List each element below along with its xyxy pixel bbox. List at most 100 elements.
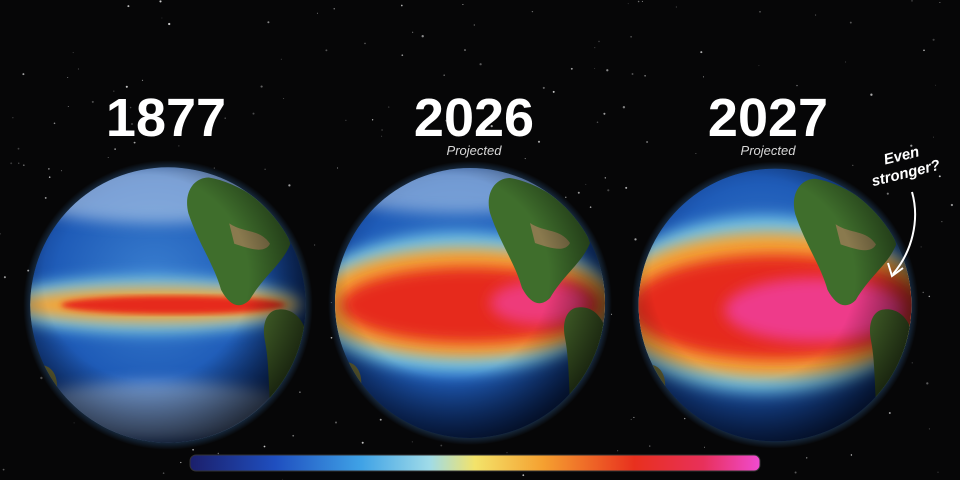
star	[168, 22, 171, 26]
star	[522, 474, 525, 477]
star	[387, 106, 390, 108]
star	[634, 238, 637, 241]
star	[627, 3, 629, 5]
star	[514, 133, 517, 135]
star	[585, 183, 587, 185]
star	[381, 135, 383, 137]
star	[67, 105, 69, 108]
star	[920, 246, 922, 248]
year: 1877	[106, 88, 226, 148]
star	[224, 117, 226, 119]
star	[335, 421, 337, 424]
star	[162, 472, 165, 474]
star	[252, 112, 255, 115]
star	[695, 153, 697, 155]
star	[48, 168, 50, 170]
star	[625, 186, 628, 189]
star	[217, 452, 219, 455]
star	[440, 444, 443, 447]
star	[758, 65, 760, 67]
star	[17, 147, 20, 150]
star	[928, 295, 931, 298]
star	[500, 106, 502, 108]
star	[180, 461, 182, 464]
star	[53, 122, 56, 125]
star	[490, 125, 493, 128]
star	[630, 36, 632, 38]
star	[316, 12, 318, 14]
star	[440, 109, 442, 111]
star	[288, 184, 291, 187]
star	[796, 84, 798, 87]
star	[263, 445, 266, 448]
star	[598, 40, 600, 43]
star	[361, 441, 364, 444]
star	[337, 167, 339, 169]
star	[622, 106, 626, 109]
star	[3, 276, 6, 279]
star	[333, 8, 335, 10]
arrow-head	[887, 262, 904, 278]
star	[462, 3, 464, 6]
star	[607, 189, 610, 192]
star	[938, 175, 941, 178]
star	[421, 35, 424, 38]
star	[2, 468, 5, 471]
star	[700, 51, 703, 54]
star	[464, 119, 467, 122]
star	[506, 452, 508, 454]
star	[916, 155, 918, 157]
star	[10, 162, 13, 165]
star	[849, 21, 852, 24]
projected-note: Projected	[741, 143, 797, 158]
star	[759, 11, 761, 13]
star	[364, 42, 366, 45]
star	[702, 76, 705, 78]
star	[345, 119, 347, 121]
star	[937, 471, 939, 473]
star	[473, 24, 475, 26]
star	[570, 67, 573, 70]
star	[125, 85, 128, 88]
star	[641, 0, 643, 2]
star	[159, 0, 162, 3]
star	[675, 6, 677, 8]
globe	[328, 161, 612, 445]
star	[845, 61, 847, 63]
star	[805, 457, 808, 459]
star	[703, 446, 705, 448]
star	[292, 434, 295, 437]
star	[565, 196, 567, 198]
star	[22, 164, 25, 167]
star	[910, 144, 913, 147]
year: 2026	[414, 88, 534, 148]
star	[594, 47, 596, 49]
star	[443, 74, 445, 76]
star	[129, 106, 132, 109]
star	[178, 145, 180, 147]
star	[939, 2, 941, 3]
star	[950, 203, 954, 207]
star	[18, 162, 20, 164]
star	[922, 291, 924, 294]
projected-note: Projected	[447, 143, 503, 158]
star	[646, 140, 649, 144]
star	[926, 382, 929, 385]
star	[852, 164, 854, 166]
star	[617, 450, 619, 452]
star	[644, 74, 646, 77]
star	[479, 63, 482, 66]
globe	[631, 161, 919, 449]
star	[411, 441, 413, 443]
star	[932, 38, 935, 41]
star	[886, 192, 889, 195]
star	[941, 221, 943, 223]
star	[909, 157, 912, 160]
star	[330, 336, 333, 339]
star	[542, 86, 545, 89]
star	[911, 0, 913, 2]
star	[928, 428, 930, 430]
star	[870, 93, 873, 96]
star	[0, 233, 1, 235]
star	[794, 471, 797, 474]
